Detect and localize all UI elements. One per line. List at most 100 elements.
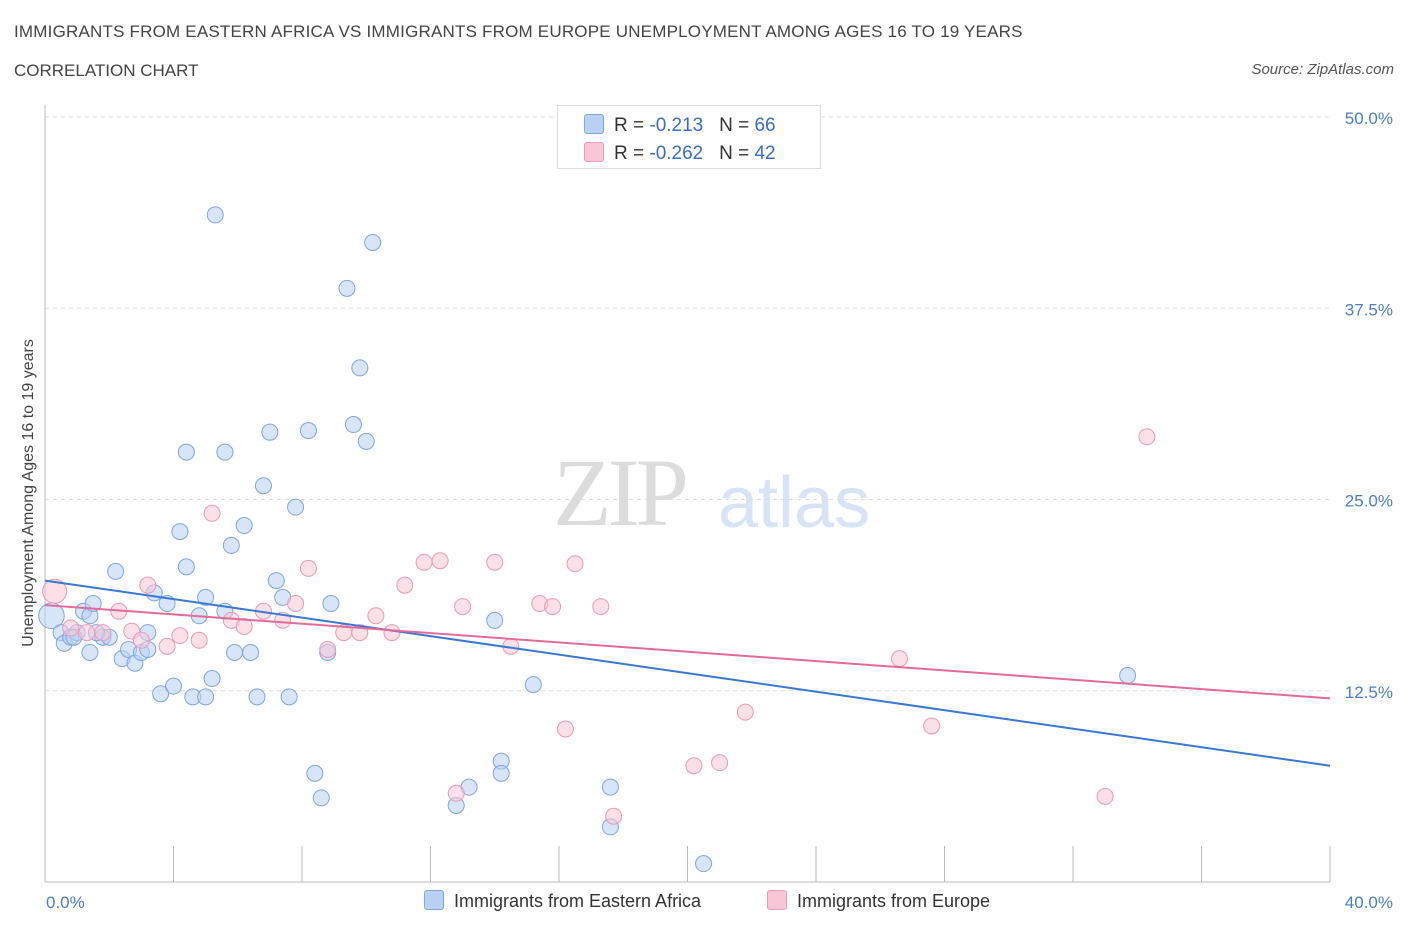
legend-swatch-pink bbox=[584, 142, 604, 162]
data-point-eastern-africa bbox=[261, 423, 279, 441]
data-point-eastern-africa bbox=[177, 443, 195, 461]
data-point-eastern-africa bbox=[242, 644, 260, 661]
y-tick-label: 50.0% bbox=[1345, 109, 1393, 128]
data-point-europe bbox=[319, 640, 337, 658]
data-point-europe bbox=[203, 504, 221, 522]
data-point-europe bbox=[62, 619, 80, 637]
data-point-eastern-africa bbox=[197, 688, 215, 706]
data-point-europe bbox=[171, 627, 189, 645]
x-tick-label-max: 40.0% bbox=[1345, 893, 1393, 912]
watermark-zip: ZIP bbox=[553, 439, 686, 546]
data-point-eastern-africa bbox=[601, 778, 619, 796]
data-point-eastern-africa bbox=[486, 611, 504, 629]
data-point-europe bbox=[139, 576, 157, 594]
data-point-europe bbox=[544, 598, 562, 616]
data-point-europe bbox=[592, 598, 610, 616]
data-point-europe bbox=[94, 624, 112, 642]
data-point-eastern-africa bbox=[695, 855, 713, 873]
trend-lines bbox=[44, 579, 1331, 767]
watermark-atlas: atlas bbox=[718, 463, 870, 543]
legend-row-eastern-africa: R = -0.213 N = 66 bbox=[584, 114, 776, 137]
legend-r-label: R = bbox=[614, 115, 650, 136]
y-axis-label: Unemployment Among Ages 16 to 19 years bbox=[20, 339, 37, 647]
legend-n-value: 42 bbox=[754, 143, 776, 164]
data-point-europe bbox=[190, 631, 208, 649]
gridlines bbox=[45, 116, 1330, 692]
chart-title: IMMIGRANTS FROM EASTERN AFRICA VS IMMIGR… bbox=[14, 22, 1023, 41]
series-europe-points bbox=[42, 428, 1156, 825]
data-point-eastern-africa bbox=[322, 595, 340, 613]
data-point-europe bbox=[415, 553, 433, 571]
bottom-legend-swatch-blue bbox=[424, 890, 444, 910]
data-point-eastern-africa bbox=[357, 432, 375, 450]
x-tick-labels: 0.0% 40.0% bbox=[46, 893, 1393, 912]
data-point-europe bbox=[396, 576, 414, 594]
data-point-eastern-africa bbox=[254, 477, 272, 495]
watermark: ZIP atlas bbox=[553, 439, 870, 546]
data-point-eastern-africa bbox=[338, 279, 356, 297]
bottom-legend-eastern-africa: Immigrants from Eastern Africa bbox=[424, 890, 701, 912]
bottom-legend-label: Immigrants from Europe bbox=[797, 891, 991, 911]
data-point-europe bbox=[447, 784, 465, 802]
data-point-europe bbox=[158, 637, 176, 655]
data-point-europe bbox=[78, 624, 96, 642]
data-point-europe bbox=[566, 555, 584, 573]
data-point-eastern-africa bbox=[267, 572, 285, 590]
data-point-europe bbox=[605, 807, 623, 825]
data-point-europe bbox=[556, 720, 574, 738]
chart-subtitle: CORRELATION CHART bbox=[14, 61, 199, 80]
data-point-eastern-africa bbox=[299, 422, 317, 440]
y-tick-labels: 12.5% 25.0% 37.5% 50.0% bbox=[1345, 109, 1393, 702]
legend-n-label: N = bbox=[719, 143, 755, 164]
data-point-europe bbox=[367, 607, 385, 625]
data-point-eastern-africa bbox=[206, 206, 224, 224]
legend-r-value: -0.262 bbox=[649, 143, 704, 164]
data-point-europe bbox=[685, 757, 703, 775]
legend-n-label: N = bbox=[719, 115, 755, 136]
data-point-europe bbox=[42, 578, 68, 604]
legend-row-europe: R = -0.262 N = 42 bbox=[584, 142, 776, 165]
data-point-europe bbox=[923, 717, 941, 735]
legend-r-label: R = bbox=[614, 143, 650, 164]
data-point-eastern-africa bbox=[203, 670, 221, 688]
data-point-europe bbox=[486, 553, 504, 571]
legend-swatch-blue bbox=[584, 114, 604, 134]
data-point-eastern-africa bbox=[197, 588, 215, 606]
data-point-eastern-africa bbox=[344, 416, 362, 434]
data-point-eastern-africa bbox=[351, 359, 369, 377]
data-point-europe bbox=[1096, 787, 1114, 805]
data-point-europe bbox=[287, 595, 305, 613]
data-point-eastern-africa bbox=[152, 685, 170, 703]
data-point-eastern-africa bbox=[306, 764, 324, 782]
data-point-europe bbox=[235, 617, 253, 635]
legend-r-value: -0.213 bbox=[649, 115, 704, 136]
data-point-europe bbox=[711, 754, 729, 772]
data-point-eastern-africa bbox=[364, 233, 382, 251]
data-point-eastern-africa bbox=[107, 562, 125, 580]
data-point-eastern-africa bbox=[524, 676, 542, 694]
stats-legend: R = -0.213 N = 66 R = -0.262 N = 42 bbox=[557, 105, 821, 169]
data-point-eastern-africa bbox=[248, 688, 266, 706]
x-tick-label-min: 0.0% bbox=[46, 893, 85, 912]
bottom-legend-europe: Immigrants from Europe bbox=[767, 890, 990, 912]
data-point-europe bbox=[891, 650, 909, 668]
legend-n-value: 66 bbox=[754, 115, 776, 136]
trend-line-eastern-africa bbox=[44, 579, 1331, 767]
data-point-europe bbox=[299, 559, 317, 577]
axes bbox=[44, 105, 1331, 883]
data-point-europe bbox=[132, 631, 150, 649]
bottom-legend-label: Immigrants from Eastern Africa bbox=[454, 891, 702, 911]
data-point-europe bbox=[431, 552, 449, 570]
y-tick-label: 12.5% bbox=[1345, 683, 1393, 702]
data-point-europe bbox=[454, 598, 472, 616]
source-credit: Source: ZipAtlas.com bbox=[1251, 61, 1394, 78]
data-point-eastern-africa bbox=[492, 764, 510, 782]
data-point-eastern-africa bbox=[165, 677, 182, 695]
data-point-eastern-africa bbox=[312, 789, 330, 807]
trend-line-europe bbox=[44, 604, 1331, 700]
y-tick-label: 37.5% bbox=[1345, 300, 1393, 319]
data-point-europe bbox=[383, 624, 401, 642]
data-point-eastern-africa bbox=[280, 688, 298, 706]
data-point-eastern-africa bbox=[177, 558, 195, 576]
